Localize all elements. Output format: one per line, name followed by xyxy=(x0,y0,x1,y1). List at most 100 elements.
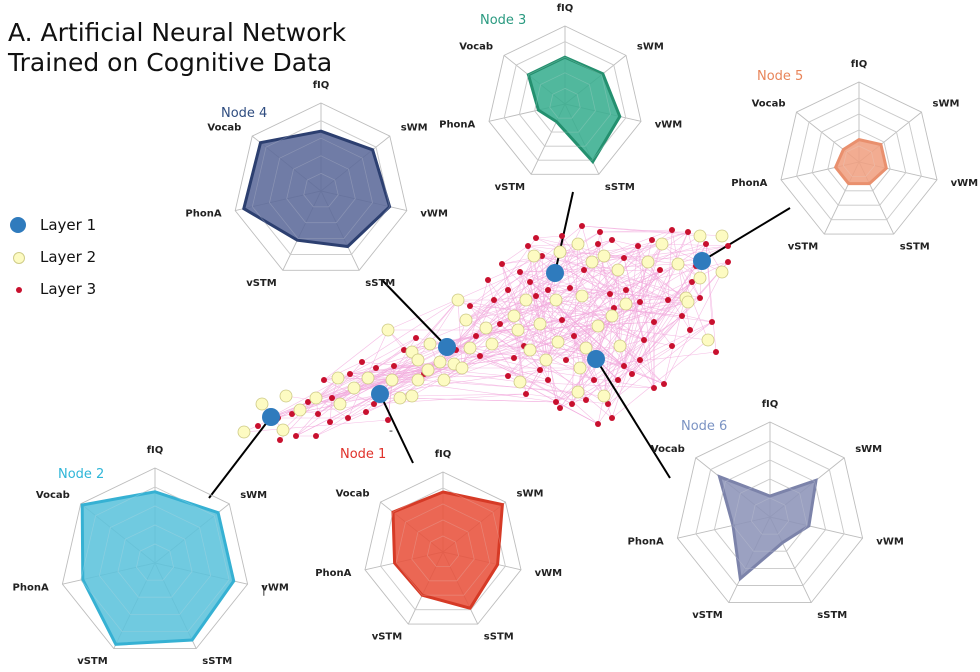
layer-2-unit xyxy=(463,341,477,355)
layer-2-unit xyxy=(511,323,525,337)
network-edge xyxy=(525,299,625,367)
network-edge xyxy=(539,369,655,389)
network-edge xyxy=(539,243,579,325)
network-edge xyxy=(446,346,587,401)
layer-3-unit xyxy=(687,327,693,333)
layer-2-unit xyxy=(347,381,361,395)
layer-3-unit xyxy=(553,399,559,405)
network-edge xyxy=(501,245,529,265)
layer-2-unit xyxy=(585,255,599,269)
legend-label-layer-2: Layer 2 xyxy=(40,248,97,266)
network-edge xyxy=(523,295,537,347)
network-edge xyxy=(279,377,339,441)
node-5-title: Node 5 xyxy=(757,69,803,84)
layer-3-unit xyxy=(413,335,419,341)
figure-title: A. Artificial Neural Network Trained on … xyxy=(8,18,346,78)
network-edge xyxy=(557,341,665,385)
radar-grid-overlay xyxy=(827,129,891,192)
radar-axis-label: PhonA xyxy=(731,178,767,189)
radar-grid-overlay xyxy=(534,72,596,133)
radar-axis-label: Vocab xyxy=(36,490,70,501)
layer-3-unit xyxy=(637,299,643,305)
network-edge xyxy=(561,235,571,289)
radar-axis-label: sWM xyxy=(240,490,267,501)
layer-2-unit xyxy=(591,319,605,333)
layer-2-unit xyxy=(701,333,715,347)
radar-grid-overlay xyxy=(549,87,581,119)
layer-2-unit xyxy=(693,229,707,243)
radar-grid-overlay xyxy=(303,172,339,208)
layer-3-unit xyxy=(533,293,539,299)
layer-3-unit xyxy=(611,305,617,311)
network-edge xyxy=(677,263,701,299)
radar-axis-label: fIQ xyxy=(762,399,779,410)
network-edge xyxy=(661,243,723,273)
layer-2-unit xyxy=(293,403,307,417)
layer-3-unit xyxy=(637,357,643,363)
radar-grid-overlay xyxy=(796,97,922,221)
layer-3-unit xyxy=(661,381,667,387)
layer-3-unit xyxy=(579,223,585,229)
network-edge xyxy=(379,369,541,395)
layer-3-unit xyxy=(321,377,327,383)
radar-grid-ring xyxy=(364,471,522,625)
layer-3-unit xyxy=(713,349,719,355)
layer-3-unit xyxy=(511,355,517,361)
layer-3-unit xyxy=(621,255,627,261)
layer-2-unit xyxy=(549,293,563,307)
layer-3-unit xyxy=(563,357,569,363)
layer-2-unit xyxy=(513,375,527,389)
layer-3-unit xyxy=(591,377,597,383)
radar-axis-label: fIQ xyxy=(147,445,164,456)
node-2-title: Node 2 xyxy=(58,467,104,482)
network-edge xyxy=(541,255,547,361)
layer-2-unit xyxy=(523,343,537,357)
layer-3-unit xyxy=(505,287,511,293)
radar-axis-label: vSTM xyxy=(372,632,403,643)
title-line-1: A. Artificial Neural Network xyxy=(8,18,347,47)
layer-2-unit xyxy=(619,297,633,311)
layer-2-unit xyxy=(613,339,627,353)
network-edge xyxy=(535,235,563,239)
radar-grid-overlay xyxy=(269,137,373,240)
layer-1-unit xyxy=(693,252,711,270)
node-3-title: Node 3 xyxy=(480,13,526,28)
layer-3-unit xyxy=(401,347,407,353)
layer-3-unit xyxy=(371,401,377,407)
radar-grid-overlay xyxy=(380,487,506,611)
radar-grid-ring xyxy=(676,421,864,604)
layer-3-unit xyxy=(347,371,353,377)
radar-axis-label: sWM xyxy=(855,444,882,455)
network-edge xyxy=(541,255,611,295)
radar-axis-label: PhonA xyxy=(439,120,475,131)
radar-grid-overlay xyxy=(751,497,789,535)
layer-3-unit xyxy=(559,317,565,323)
network-edge xyxy=(583,231,689,271)
radar-grid-overlay xyxy=(251,120,391,255)
network-edge xyxy=(625,289,645,341)
layer-3-unit xyxy=(581,267,587,273)
network-edge xyxy=(555,299,595,381)
layer-2-unit xyxy=(459,313,473,327)
radar-grid-overlay xyxy=(136,543,174,581)
network-edge xyxy=(561,319,673,347)
layer-3-unit xyxy=(595,241,601,247)
network-edge xyxy=(609,263,679,295)
layer-2-unit xyxy=(331,371,345,385)
network-edge xyxy=(597,261,729,327)
layer-2-unit xyxy=(579,341,593,355)
network-edge xyxy=(571,345,673,405)
layer-2-unit xyxy=(715,229,729,243)
radar-axis-label: sSTM xyxy=(484,632,514,643)
layer-3-unit xyxy=(523,391,529,397)
radar-grid-overlay xyxy=(395,503,491,596)
radar-axis-label: Vocab xyxy=(207,122,241,133)
radar-grid-overlay xyxy=(695,440,845,586)
layer-3-unit xyxy=(635,243,641,249)
network-edge xyxy=(529,269,661,351)
radar-axis-label: PhonA xyxy=(315,568,351,579)
layer-2-unit xyxy=(553,245,567,259)
layer-2-unit xyxy=(551,335,565,349)
layer-2-unit xyxy=(279,389,293,403)
